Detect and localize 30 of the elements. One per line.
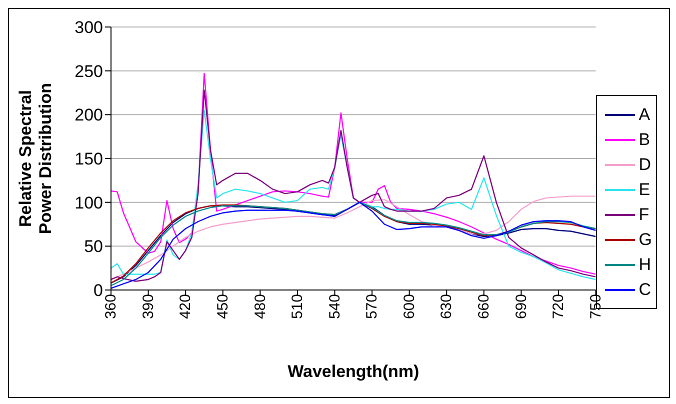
- x-tick-label: 630: [438, 294, 456, 320]
- x-tick-label: 720: [550, 294, 568, 320]
- x-axis-title: Wavelength(nm): [288, 362, 420, 381]
- x-tick-label: 690: [512, 294, 530, 320]
- legend-label: B: [638, 129, 650, 151]
- y-tick-label: 150: [74, 150, 103, 169]
- x-tick-label: 480: [252, 294, 269, 320]
- legend-label: H: [638, 254, 652, 276]
- x-tick-label: 510: [289, 294, 306, 320]
- y-tick-label: 0: [94, 281, 103, 300]
- x-tick-label: 600: [400, 294, 418, 320]
- x-tick-label: 570: [364, 294, 381, 320]
- y-tick-label: 250: [74, 62, 103, 81]
- x-tick-label: 540: [326, 294, 344, 320]
- x-tick-label: 660: [476, 294, 493, 320]
- y-tick-label: 50: [84, 237, 103, 256]
- legend-label: C: [638, 279, 652, 301]
- legend-label: A: [638, 104, 650, 126]
- legend-label: G: [638, 229, 652, 251]
- x-tick-label: 360: [102, 294, 120, 320]
- x-tick-label: 450: [214, 294, 232, 320]
- x-tick-label: 390: [140, 294, 157, 320]
- legend-label: F: [638, 204, 650, 226]
- y-tick-label: 300: [74, 18, 103, 38]
- y-axis-title: Relative Spectral Power Distribution: [16, 82, 55, 234]
- legend-label: E: [638, 179, 650, 201]
- y-tick-label: 200: [74, 106, 103, 125]
- legend-label: D: [638, 154, 652, 176]
- x-tick-label: 420: [177, 294, 194, 320]
- y-tick-label: 100: [74, 193, 103, 212]
